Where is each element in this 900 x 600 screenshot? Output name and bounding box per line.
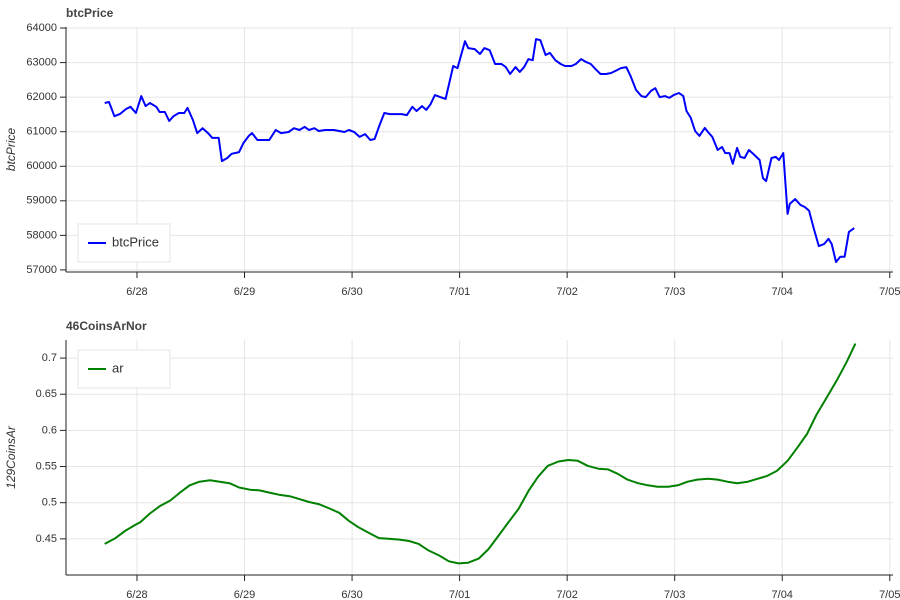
y-axis-label: btcPrice xyxy=(4,128,18,172)
y-tick-label: 0.5 xyxy=(42,497,57,509)
chart-panel: 46CoinsArNor 129CoinsAr 0.45 0.5 0.55 0.6 0.65… xyxy=(4,319,900,600)
y-tick-label: 0.55 xyxy=(36,460,57,472)
x-tick-label: 7/05 xyxy=(879,286,900,298)
x-tick-label: 7/05 xyxy=(879,589,900,600)
x-tick-label: 7/02 xyxy=(556,589,577,600)
x-tick-label: 7/04 xyxy=(772,589,793,600)
y-tick-label: 58000 xyxy=(26,229,57,241)
chart-title: btcPrice xyxy=(66,6,114,20)
legend-label: btcPrice xyxy=(112,234,159,249)
series-line xyxy=(104,38,855,263)
y-tick-label: 64000 xyxy=(26,22,57,34)
x-tick-label: 6/28 xyxy=(126,286,147,298)
x-tick-label: 7/03 xyxy=(664,589,685,600)
y-tick-label: 57000 xyxy=(26,264,57,276)
x-tick-label: 7/02 xyxy=(556,286,577,298)
y-tick-label: 61000 xyxy=(26,126,57,138)
legend-label: ar xyxy=(112,360,124,375)
x-tick-label: 7/01 xyxy=(449,589,470,600)
x-tick-label: 6/29 xyxy=(234,589,255,600)
y-tick-label: 63000 xyxy=(26,56,57,68)
x-tick-label: 7/04 xyxy=(772,286,793,298)
y-tick-label: 59000 xyxy=(26,195,57,207)
y-tick-label: 0.65 xyxy=(36,388,57,400)
x-tick-label: 7/01 xyxy=(449,286,470,298)
x-tick-label: 6/30 xyxy=(341,589,362,600)
y-tick-label: 0.45 xyxy=(36,533,57,545)
x-tick-label: 6/29 xyxy=(234,286,255,298)
x-tick-label: 6/28 xyxy=(126,589,147,600)
y-tick-label: 60000 xyxy=(26,160,57,172)
chart-title: 46CoinsArNor xyxy=(66,319,147,333)
y-tick-label: 0.6 xyxy=(42,424,57,436)
chart-panel: btcPrice btcPrice 57000 58000 59000 60000 6100… xyxy=(4,6,900,298)
y-tick-label: 0.7 xyxy=(42,352,57,364)
x-tick-label: 7/03 xyxy=(664,286,685,298)
y-axis-label: 129CoinsAr xyxy=(4,425,18,489)
y-tick-label: 62000 xyxy=(26,91,57,103)
x-tick-label: 6/30 xyxy=(341,286,362,298)
series-line xyxy=(104,343,857,565)
